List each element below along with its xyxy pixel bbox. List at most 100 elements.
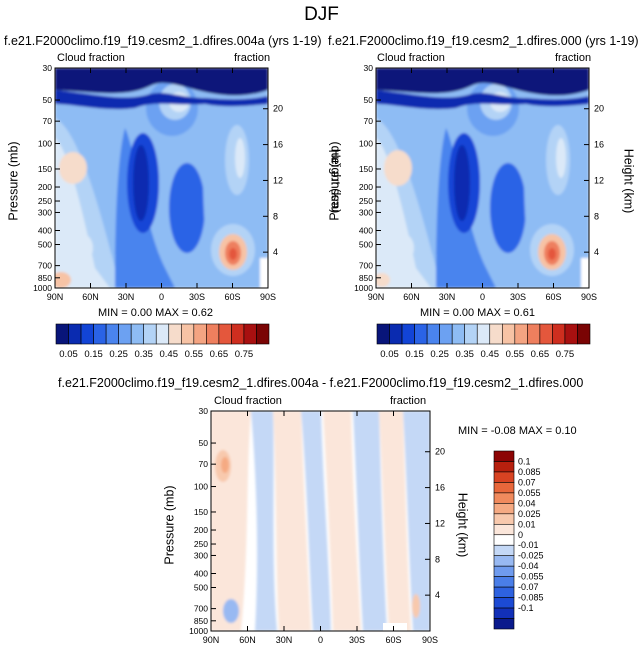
- right-ytick-label: 300: [359, 207, 373, 217]
- left-colorbar-swatch: [130, 323, 145, 345]
- left-colorbar-label: 0.35: [134, 349, 153, 360]
- left-colorbar-swatch: [256, 323, 270, 345]
- left-colorbar-swatch: [231, 323, 245, 345]
- diff-colorbar-label: -0.025: [518, 551, 544, 561]
- left-ytick-label: 850: [38, 273, 52, 283]
- right-colorbar-label: 0.75: [556, 349, 575, 360]
- page-title: DJF: [304, 4, 339, 25]
- diff-xtick-label: 60N: [239, 635, 256, 645]
- diff-colorbar-swatch: [493, 513, 515, 525]
- right-ytick-label: 700: [359, 261, 373, 271]
- left-colorbar-swatch: [105, 323, 119, 345]
- left-colorbar-label: 0.75: [235, 349, 254, 360]
- diff-colorbar-swatch: [493, 534, 515, 546]
- left-xtick-label: 90N: [47, 292, 64, 302]
- diff-colorbar-label: 0.1: [518, 456, 531, 466]
- left-colorbar-swatch: [218, 323, 232, 345]
- right-ylabel: Pressure (mb): [327, 141, 342, 221]
- left-colorbar-swatch: [93, 323, 107, 345]
- left-colorbar-label: 0.25: [109, 349, 128, 360]
- diff-colorbar-label: 0.085: [518, 467, 541, 477]
- diff-colorbar-swatch: [493, 565, 515, 577]
- diff-y2tick-label: 8: [435, 554, 440, 564]
- left-variable-label: Cloud fraction: [57, 52, 125, 64]
- left-ytick-label: 100: [38, 139, 52, 149]
- right-ytick-label: 150: [359, 164, 373, 174]
- left-y2tick-label: 4: [273, 247, 278, 257]
- left-colorbar-label: 0.15: [84, 349, 103, 360]
- diff-ytick-label: 300: [194, 550, 208, 560]
- left-panel-title: f.e21.F2000climo.f19_f19.cesm2_1.dfires.…: [4, 34, 322, 48]
- left-ytick-label: 400: [38, 226, 52, 236]
- left-contour-field: [55, 68, 268, 288]
- right-ylabel2: Height (km): [621, 148, 636, 214]
- diff-colorbar-swatch: [493, 607, 515, 619]
- right-colorbar-swatch: [464, 323, 478, 345]
- diff-colorbar-label: -0.055: [518, 572, 544, 582]
- right-xtick-label: 60N: [403, 292, 420, 302]
- left-ytick-label: 30: [43, 63, 53, 73]
- diff-ytick-label: 1000: [189, 626, 208, 636]
- right-y2tick-label: 16: [594, 140, 604, 150]
- right-ytick-label: 400: [359, 226, 373, 236]
- left-xtick-label: 90S: [260, 292, 276, 302]
- left-xtick-label: 0: [159, 292, 164, 302]
- diff-colorbar-label: 0.01: [518, 519, 536, 529]
- right-colorbar-swatch: [501, 323, 516, 345]
- diff-colorbar-label: -0.01: [518, 540, 539, 550]
- diff-ytick-label: 30: [199, 406, 209, 416]
- diff-ytick-label: 250: [194, 539, 208, 549]
- right-colorbar-swatch: [564, 323, 578, 345]
- diff-colorbar-swatch: [493, 450, 515, 462]
- left-colorbar-label: 0.45: [160, 349, 179, 360]
- right-xtick-label: 90S: [581, 292, 597, 302]
- right-y2tick-label: 4: [594, 247, 599, 257]
- diff-y2tick-label: 12: [435, 518, 445, 528]
- left-units-label: fraction: [234, 52, 271, 64]
- right-xtick-label: 60S: [545, 292, 561, 302]
- diff-y2tick-label: 16: [435, 483, 445, 493]
- left-ytick-label: 200: [38, 182, 52, 192]
- diff-xtick-label: 90S: [422, 635, 438, 645]
- left-y2tick-label: 16: [273, 140, 283, 150]
- left-ytick-label: 300: [38, 207, 52, 217]
- diff-ytick-label: 200: [194, 525, 208, 535]
- right-colorbar-swatch: [414, 323, 428, 345]
- diff-colorbar-swatch: [493, 597, 515, 609]
- right-colorbar-label: 0.25: [430, 349, 449, 360]
- left-colorbar-swatch: [243, 323, 257, 345]
- right-colorbar-label: 0.35: [455, 349, 474, 360]
- right-xtick-label: 90N: [368, 292, 385, 302]
- right-colorbar-swatch: [577, 323, 591, 345]
- right-colorbar-swatch: [451, 323, 466, 345]
- left-ytick-label: 250: [38, 196, 52, 206]
- right-ytick-label: 250: [359, 196, 373, 206]
- left-xtick-label: 30S: [189, 292, 205, 302]
- right-colorbar-swatch: [439, 323, 453, 345]
- left-colorbar-swatch: [80, 323, 94, 345]
- left-colorbar-swatch: [180, 323, 195, 345]
- right-colorbar-swatch: [389, 323, 403, 345]
- left-colorbar-swatch: [55, 323, 69, 345]
- diff-colorbar-label: 0.07: [518, 477, 536, 487]
- left-xtick-label: 60N: [82, 292, 99, 302]
- right-colorbar-swatch: [401, 323, 415, 345]
- left-xtick-label: 60S: [224, 292, 240, 302]
- diff-ytick-label: 50: [199, 438, 209, 448]
- right-panel-title: f.e21.F2000climo.f19_f19.cesm2_1.dfires.…: [328, 34, 639, 48]
- diff-colorbar-swatch: [493, 492, 515, 504]
- left-y2tick-label: 8: [273, 211, 278, 221]
- right-colorbar-swatch: [489, 323, 503, 345]
- right-ytick-label: 30: [364, 63, 374, 73]
- right-contour-field: [376, 68, 589, 288]
- diff-xtick-label: 30S: [349, 635, 365, 645]
- diff-colorbar-swatch: [493, 618, 515, 630]
- diff-colorbar-label: 0.025: [518, 509, 541, 519]
- diff-colorbar-swatch: [493, 503, 515, 515]
- right-colorbar-swatch: [539, 323, 553, 345]
- diff-ylabel2: Height (km): [455, 492, 470, 558]
- left-ytick-label: 1000: [33, 283, 52, 293]
- diff-ytick-label: 400: [194, 569, 208, 579]
- diff-colorbar-label: -0.04: [518, 561, 539, 571]
- right-ytick-label: 1000: [354, 283, 373, 293]
